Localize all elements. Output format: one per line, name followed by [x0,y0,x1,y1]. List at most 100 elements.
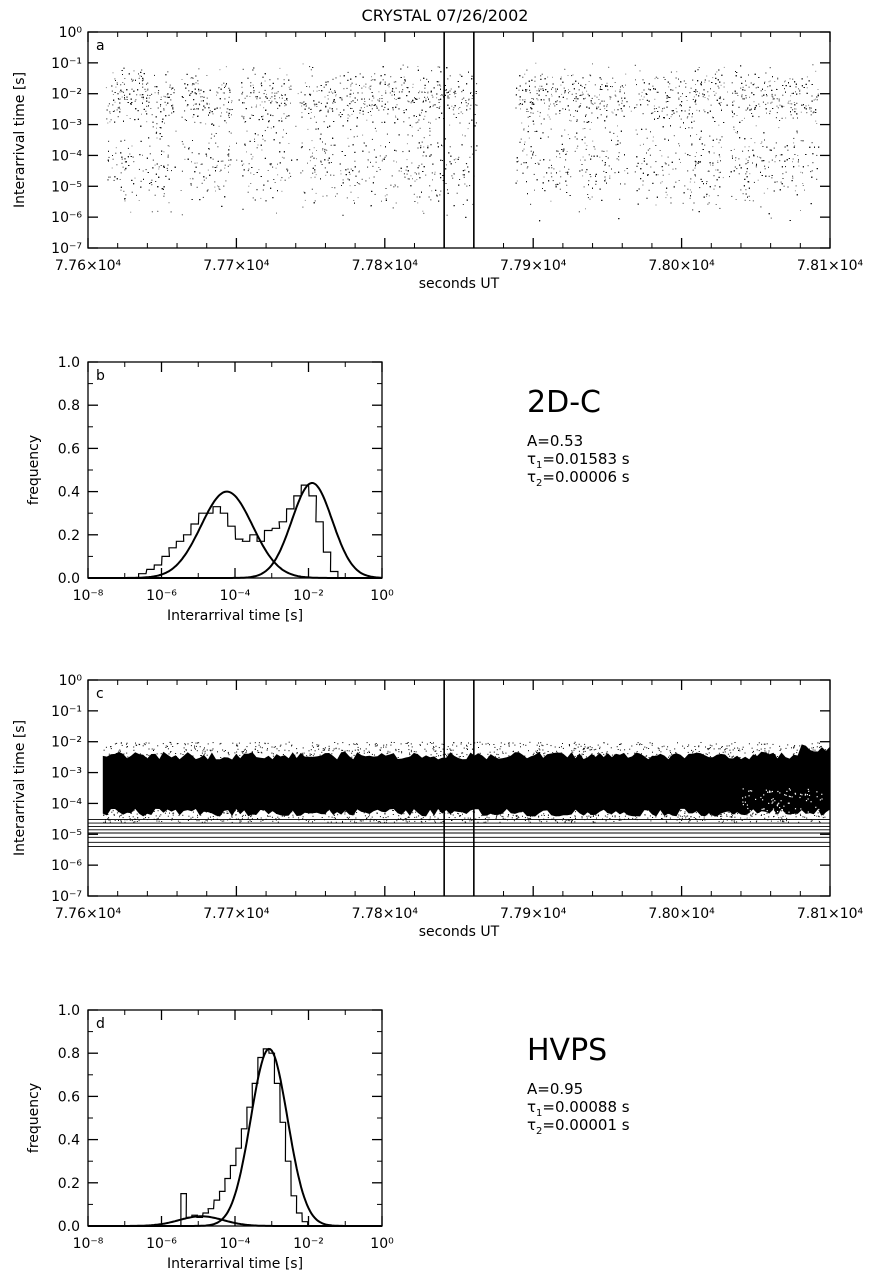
data-point [436,107,438,108]
data-point [816,154,818,156]
data-point [565,153,567,155]
data-point [412,83,414,85]
data-point [184,119,186,121]
data-point [440,85,442,87]
data-point [779,160,781,162]
data-point [533,98,534,100]
data-point [555,91,557,93]
data-point [599,94,600,96]
data-point [474,114,476,115]
data-point [613,132,615,134]
data-point [269,97,271,99]
data-point [748,74,749,76]
data-point [648,88,650,90]
data-point [171,112,173,114]
data-point [429,185,431,187]
data-point [132,156,134,158]
data-point [163,151,165,153]
data-point [191,77,193,79]
data-point [614,172,616,174]
data-point [521,122,523,124]
data-point [451,105,453,107]
data-point [122,74,123,75]
data-point [689,189,691,191]
data-point [417,147,419,149]
data-point [281,177,283,179]
data-point [671,114,673,116]
data-point [715,92,717,94]
data-point [757,179,759,181]
data-point [609,175,611,177]
data-point [706,75,708,77]
data-point [706,181,708,183]
data-point [379,169,381,171]
data-point [166,167,168,169]
data-point [248,185,250,187]
data-point [768,175,770,177]
data-point [611,86,613,88]
data-point [163,195,165,197]
data-point [121,162,123,164]
data-point [384,106,386,108]
data-point [109,111,111,113]
data-point [215,133,217,134]
data-point [118,98,120,100]
data-point [675,108,677,110]
data-point [604,127,606,129]
data-point [395,116,397,118]
data-point [731,82,733,84]
data-point [131,145,133,147]
data-point [582,93,584,95]
data-point [199,104,201,106]
data-point [310,93,312,95]
data-point [146,83,147,85]
data-point [211,124,213,125]
data-point [652,112,654,114]
data-point [266,93,267,95]
data-point [459,179,461,180]
data-point [442,95,443,97]
data-point [695,94,697,96]
data-point [223,92,225,94]
data-point [735,159,736,161]
data-point [747,150,749,152]
data-point [575,110,576,112]
data-point [190,108,192,110]
data-point [447,189,448,191]
data-point [559,153,561,155]
data-point [310,112,312,113]
data-point [390,184,392,186]
data-point [270,127,272,129]
data-point [793,102,795,103]
data-point [733,126,735,128]
data-point [555,88,557,90]
data-point [194,109,196,110]
data-point [461,91,463,93]
data-point [208,103,210,105]
data-point [264,80,266,82]
data-point [662,108,664,110]
data-point [693,96,695,98]
data-point [242,91,244,93]
data-point [580,103,582,104]
data-point [307,128,309,130]
data-point [412,86,414,88]
data-point [225,122,227,124]
data-point [366,119,368,121]
data-point [332,154,334,156]
data-point [696,152,697,154]
data-point [374,193,376,195]
data-point [624,92,625,94]
data-point [792,117,794,119]
data-point [411,126,413,128]
data-point [585,148,587,150]
data-point [324,152,326,154]
data-point [160,96,162,98]
data-point [414,97,415,99]
data-point [181,141,183,143]
data-point [350,129,352,131]
data-point [753,181,755,183]
data-point [708,95,710,97]
data-point [160,165,162,166]
